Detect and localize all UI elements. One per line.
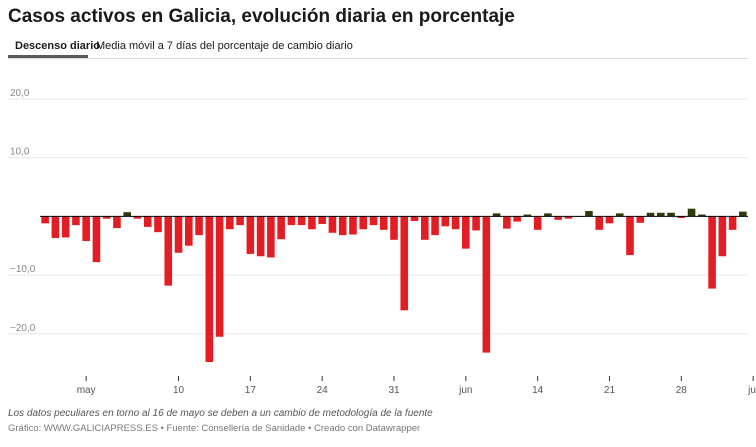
bar (595, 216, 604, 230)
bar (61, 216, 70, 238)
bar (626, 216, 634, 256)
bar (92, 216, 101, 263)
bar (349, 216, 357, 235)
chart-title: Casos activos en Galicia, evolución diar… (8, 6, 515, 27)
bar (297, 216, 306, 226)
bar (677, 216, 686, 219)
x-tick-label: 14 (532, 385, 544, 396)
tab-bar: Descenso diario Media móvil a 7 días del… (8, 36, 748, 59)
bar (400, 216, 409, 311)
bar (164, 216, 173, 286)
bar (369, 216, 378, 226)
bar (205, 216, 214, 363)
bar (195, 216, 203, 236)
bar (698, 214, 706, 217)
x-tick-label: jul (747, 385, 756, 396)
y-tick-label: 10,0 (10, 147, 30, 158)
bar (390, 216, 398, 240)
bar (667, 212, 675, 217)
bar (328, 216, 337, 233)
bar (41, 216, 49, 224)
tab-descenso-diario[interactable]: Descenso diario (15, 40, 100, 52)
bar (451, 216, 460, 230)
x-tick-label: 17 (245, 385, 257, 396)
bar (236, 216, 244, 226)
credit-line: Gráfico: WWW.GALICIAPRESS.ES • Fuente: C… (8, 423, 421, 434)
bar (636, 216, 645, 223)
x-tick-label: jun (458, 385, 472, 396)
bar (82, 216, 90, 241)
bar (420, 216, 429, 240)
bar (544, 213, 552, 217)
bar (133, 216, 142, 219)
bar (656, 212, 665, 217)
x-tick-label: 10 (173, 385, 185, 396)
bar (554, 216, 562, 220)
bar (441, 216, 450, 227)
bar (359, 216, 368, 230)
x-tick-label: 24 (317, 385, 329, 396)
bar (72, 216, 80, 226)
bar (154, 216, 162, 233)
bar (708, 216, 716, 289)
bar (174, 216, 183, 253)
bar (379, 216, 388, 230)
bar (718, 216, 727, 257)
bar (605, 216, 614, 224)
x-tick-label: may (77, 385, 96, 396)
x-tick-label: 31 (388, 385, 400, 396)
bar (410, 216, 419, 222)
bar (246, 216, 255, 254)
bar (113, 216, 121, 229)
bar (308, 216, 316, 230)
bar (226, 216, 234, 230)
bar (728, 216, 737, 230)
bar (564, 216, 573, 219)
bar (267, 216, 275, 258)
bar (318, 216, 326, 224)
bar (482, 216, 491, 353)
bar (492, 213, 501, 217)
bar-chart: 20,0 10,0 −10,0 −20,0 may 10 17 24 31 jun 14 21 28 ju… (8, 88, 756, 396)
bar (615, 213, 624, 217)
bar (503, 216, 511, 229)
tab-media-movil[interactable]: Media móvil a 7 días del porcentaje de c… (96, 40, 353, 52)
bar (687, 208, 696, 217)
bar (462, 216, 470, 249)
bar (513, 216, 521, 222)
bar (585, 211, 593, 217)
bar (287, 216, 296, 226)
bar (215, 216, 224, 337)
y-tick-label: 20,0 (10, 88, 30, 99)
bar (51, 216, 60, 239)
bar (523, 214, 532, 217)
bar (646, 212, 655, 217)
active-tab-indicator (8, 55, 88, 58)
bar (277, 216, 285, 240)
bar (256, 216, 265, 257)
bar (431, 216, 439, 236)
y-tick-label: −10,0 (10, 264, 36, 275)
x-tick-label: 21 (604, 385, 616, 396)
bar (739, 211, 747, 217)
y-tick-label: −20,0 (10, 323, 36, 334)
bar (102, 216, 111, 219)
bar (472, 216, 480, 231)
footnote: Los datos peculiares en torno al 16 de m… (8, 408, 433, 419)
bar (143, 216, 152, 227)
bar (338, 216, 347, 236)
bar (533, 216, 542, 230)
bar (184, 216, 193, 246)
bar (123, 212, 132, 217)
x-tick-label: 28 (676, 385, 688, 396)
